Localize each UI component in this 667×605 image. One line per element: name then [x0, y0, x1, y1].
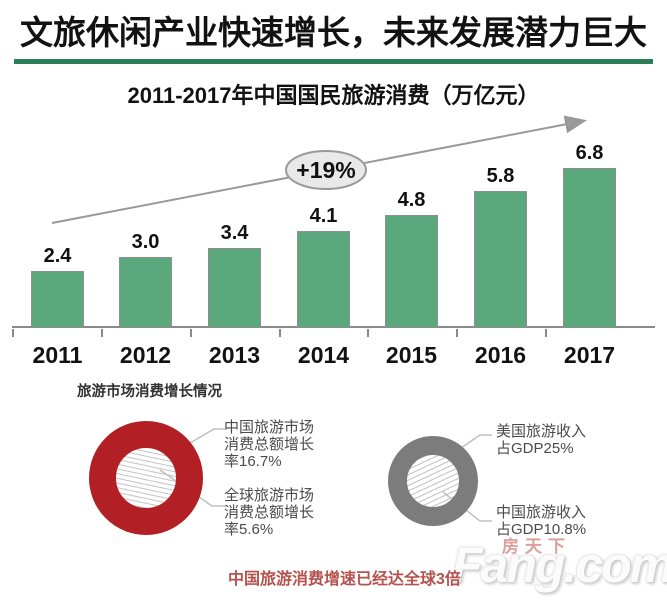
donut-chart-growth-rate — [89, 421, 203, 535]
donut-chart-gdp-share — [388, 436, 478, 526]
bar-2011 — [31, 271, 84, 328]
bar-group-2011: 2.4 2011 — [31, 245, 84, 367]
callout-china-gdp: 中国旅游收入 占GDP10.8% — [496, 504, 587, 538]
donut-ring-red — [89, 421, 203, 535]
axis-tick-label: 2014 — [297, 342, 350, 368]
axis-tick — [101, 329, 103, 337]
axis-tick-label: 2012 — [119, 342, 172, 368]
watermark-en-logo: Fang.com — [452, 537, 667, 593]
bar-group-2012: 3.0 2012 — [119, 231, 172, 367]
bar-group-2017: 6.8 2017 — [563, 142, 616, 367]
bar-2014 — [297, 231, 350, 328]
bar-2012 — [119, 257, 172, 328]
bar-value-label: 4.1 — [309, 205, 338, 227]
bar-value-label: 3.4 — [220, 222, 249, 244]
bar-2013 — [208, 248, 261, 328]
page-title: 文旅休闲产业快速增长，未来发展潜力巨大 — [20, 14, 647, 51]
watermark: 房天下 Fang.com — [452, 536, 667, 594]
callout-global-growth: 全球旅游市场 消费总额增长 率5.6% — [224, 487, 315, 538]
bar-2016 — [474, 191, 527, 328]
bar-group-2014: 4.1 2014 — [297, 205, 350, 367]
title-underline — [14, 59, 653, 64]
callout-us-gdp: 美国旅游收入 占GDP25% — [496, 423, 587, 457]
bar-group-2015: 4.8 2015 — [385, 189, 438, 367]
bar-group-2013: 3.4 2013 — [208, 222, 261, 367]
axis-tick — [190, 329, 192, 337]
donut-ring-gray — [388, 436, 478, 526]
axis-tick-label: 2013 — [208, 342, 261, 368]
bar-value-label: 4.8 — [397, 189, 426, 211]
axis-tick-label: 2011 — [32, 342, 83, 368]
callout-china-growth: 中国旅游市场 消费总额增长 率16.7% — [224, 419, 315, 470]
section-heading: 旅游市场消费增长情况 — [77, 384, 222, 400]
axis-tick-label: 2015 — [385, 342, 438, 368]
bar-group-2016: 5.8 2016 — [474, 165, 527, 367]
bottom-note: 中国旅游消费增速已经达全球3倍 — [228, 571, 461, 588]
axis-tick — [545, 329, 547, 337]
axis-tick — [367, 329, 369, 337]
bar-2015 — [385, 215, 438, 328]
bar-value-label: 5.8 — [486, 165, 515, 187]
axis-tick — [12, 329, 14, 337]
bar-2017 — [563, 168, 616, 328]
axis-tick-label: 2016 — [474, 342, 527, 368]
axis-tick — [456, 329, 458, 337]
bar-value-label: 6.8 — [575, 142, 604, 164]
bar-value-label: 3.0 — [131, 231, 160, 253]
bar-value-label: 2.4 — [43, 245, 72, 267]
axis-tick — [279, 329, 281, 337]
watermark-cn-logo: 房天下 — [502, 537, 571, 556]
bar-chart: 2.4 2011 3.0 2012 3.4 2013 4.1 2014 4.8 … — [0, 108, 667, 378]
chart-title: 2011-2017年中国国民旅游消费（万亿元） — [127, 83, 540, 108]
axis-tick-label: 2017 — [563, 342, 616, 368]
